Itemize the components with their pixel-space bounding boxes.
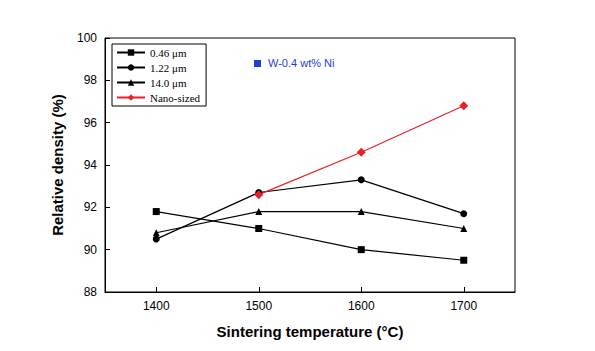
svg-text:1700: 1700 bbox=[450, 299, 477, 313]
svg-text:Nano-sized: Nano-sized bbox=[150, 92, 201, 104]
svg-text:92: 92 bbox=[84, 200, 98, 214]
svg-text:Sintering temperature (°C): Sintering temperature (°C) bbox=[217, 323, 404, 340]
svg-text:1500: 1500 bbox=[245, 299, 272, 313]
svg-text:14.0 μm: 14.0 μm bbox=[150, 77, 187, 89]
svg-text:Relative density (%): Relative density (%) bbox=[49, 94, 66, 236]
svg-text:98: 98 bbox=[84, 73, 98, 87]
svg-text:88: 88 bbox=[84, 285, 98, 299]
svg-text:0.46 μm: 0.46 μm bbox=[150, 47, 187, 59]
svg-text:1.22 μm: 1.22 μm bbox=[150, 62, 187, 74]
svg-text:1400: 1400 bbox=[143, 299, 170, 313]
svg-text:96: 96 bbox=[84, 116, 98, 130]
svg-text:100: 100 bbox=[77, 31, 97, 45]
svg-text:94: 94 bbox=[84, 158, 98, 172]
svg-text:1600: 1600 bbox=[348, 299, 375, 313]
svg-text:W-0.4 wt% Ni: W-0.4 wt% Ni bbox=[268, 57, 334, 69]
svg-text:90: 90 bbox=[84, 243, 98, 257]
